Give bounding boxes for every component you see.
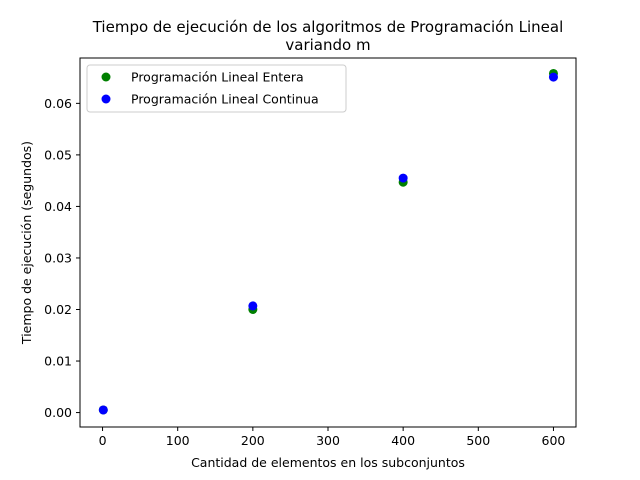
legend: Programación Lineal Entera Programación … [86, 64, 347, 113]
x-tick-label: 400 [391, 433, 415, 448]
y-tick-label: 0.06 [44, 96, 72, 111]
chart-title-line-1: Tiempo de ejecución de los algoritmos de… [92, 18, 564, 36]
legend-label-entera: Programación Lineal Entera [131, 70, 304, 85]
x-tick-label: 600 [542, 433, 566, 448]
x-tick-label: 200 [241, 433, 265, 448]
legend-marker-entera [101, 72, 111, 82]
y-tick-label: 0.02 [44, 302, 72, 317]
x-tick-label: 0 [99, 433, 107, 448]
legend-marker-continua [101, 94, 111, 104]
x-axis-label: Cantidad de elementos en los subconjunto… [191, 455, 465, 470]
y-axis: 0.00 0.01 0.02 0.03 0.04 0.05 0.06 [44, 96, 80, 420]
legend-box [86, 64, 347, 113]
y-axis-label: Tiempo de ejecución (segundos) [19, 141, 34, 345]
chart-title-line-2: variando m [285, 36, 370, 54]
x-tick-label: 100 [166, 433, 190, 448]
data-points [98, 68, 558, 415]
legend-label-continua: Programación Lineal Continua [131, 92, 319, 107]
point-continua [98, 405, 108, 415]
point-continua [398, 173, 408, 183]
y-tick-label: 0.05 [44, 147, 72, 162]
x-tick-label: 300 [316, 433, 340, 448]
point-continua [248, 301, 258, 311]
y-tick-label: 0.04 [44, 199, 72, 214]
x-tick-label: 500 [466, 433, 490, 448]
y-tick-label: 0.01 [44, 354, 72, 369]
y-tick-label: 0.03 [44, 250, 72, 265]
x-axis: 0 100 200 300 400 500 600 [99, 427, 566, 448]
y-tick-label: 0.00 [44, 405, 72, 420]
point-continua [548, 72, 558, 82]
